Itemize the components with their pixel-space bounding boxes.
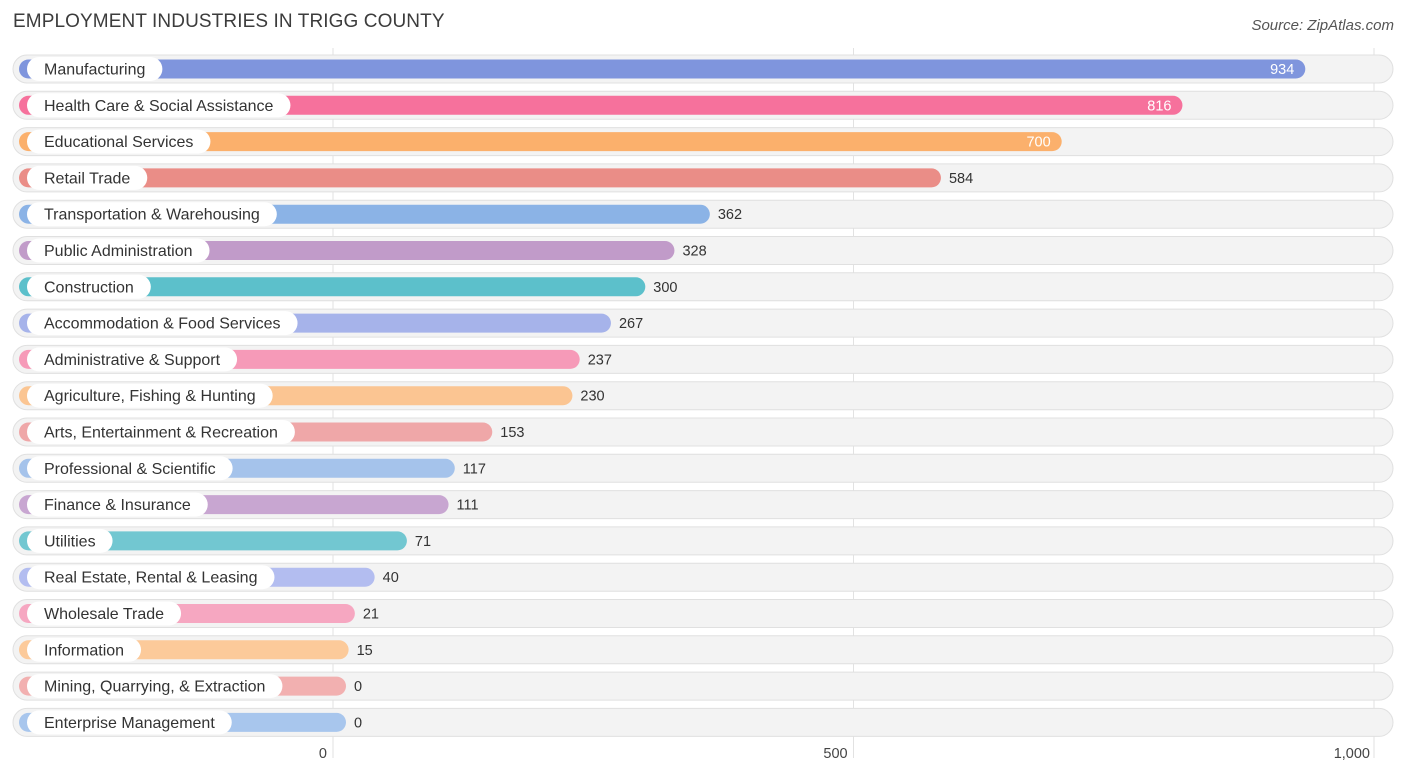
value-label: 328 [682, 244, 706, 260]
value-label: 0 [354, 715, 362, 731]
category-pill [27, 93, 291, 118]
chart-title: EMPLOYMENT INDUSTRIES IN TRIGG COUNTY [13, 11, 445, 32]
category-label: Utilities [44, 533, 96, 550]
category-pill [27, 492, 208, 517]
value-label: 700 [1026, 135, 1050, 151]
bar [19, 132, 1062, 152]
category-pill [27, 129, 211, 154]
chart-source: Source: ZipAtlas.com [1251, 17, 1394, 34]
category-label: Public Administration [44, 243, 193, 260]
value-label: 816 [1147, 98, 1171, 114]
bar [19, 531, 407, 551]
category-label: Accommodation & Food Services [44, 316, 281, 333]
category-pill [27, 347, 238, 372]
category-label: Construction [44, 279, 134, 296]
value-label: 0 [354, 679, 362, 695]
category-label: Transportation & Warehousing [44, 207, 260, 224]
category-label: Professional & Scientific [44, 461, 216, 478]
category-label: Arts, Entertainment & Recreation [44, 425, 278, 442]
category-label: Retail Trade [44, 170, 130, 187]
category-pill [27, 710, 232, 735]
category-pill [27, 528, 113, 553]
category-pill [27, 674, 283, 699]
category-pill [27, 456, 233, 481]
value-label: 237 [588, 352, 612, 368]
value-label: 21 [363, 607, 379, 623]
category-pill [27, 637, 142, 662]
x-tick-label: 1,000 [1334, 746, 1370, 762]
category-label: Administrative & Support [44, 352, 221, 369]
category-label: Finance & Insurance [44, 497, 191, 514]
value-label: 71 [415, 534, 431, 550]
category-label: Manufacturing [44, 62, 145, 79]
category-pill [27, 311, 298, 336]
bar-track [12, 707, 1394, 737]
bar [19, 168, 941, 188]
value-label: 934 [1270, 62, 1294, 78]
category-pill [27, 57, 163, 81]
category-pill [27, 238, 210, 263]
bar [19, 59, 1306, 79]
bar [19, 95, 1183, 115]
value-label: 267 [619, 316, 643, 332]
value-label: 117 [463, 461, 486, 477]
value-label: 153 [500, 425, 524, 441]
category-label: Health Care & Social Assistance [44, 98, 274, 115]
value-label: 362 [718, 207, 742, 223]
category-pill [27, 274, 151, 299]
category-pill [27, 565, 275, 590]
category-label: Agriculture, Fishing & Hunting [44, 388, 256, 405]
category-pill [27, 202, 277, 227]
category-pill [27, 383, 273, 408]
category-pill [27, 165, 148, 190]
value-label: 15 [357, 643, 373, 659]
x-tick-label: 500 [823, 746, 847, 762]
x-tick-label: 0 [319, 746, 327, 762]
bar-track [12, 635, 1394, 665]
category-label: Information [44, 642, 124, 659]
value-label: 111 [457, 498, 479, 514]
category-label: Mining, Quarrying, & Extraction [44, 679, 265, 696]
category-pill [27, 420, 295, 444]
value-label: 300 [653, 280, 677, 296]
category-label: Enterprise Management [44, 715, 215, 732]
bar-track [12, 671, 1394, 701]
category-label: Wholesale Trade [44, 606, 164, 623]
category-pill [27, 601, 182, 626]
bar [19, 277, 646, 297]
value-label: 40 [383, 570, 399, 586]
value-label: 230 [580, 389, 604, 405]
value-label: 584 [949, 171, 973, 187]
bar-track [12, 599, 1394, 628]
category-label: Educational Services [44, 134, 193, 151]
category-label: Real Estate, Rental & Leasing [44, 570, 257, 587]
